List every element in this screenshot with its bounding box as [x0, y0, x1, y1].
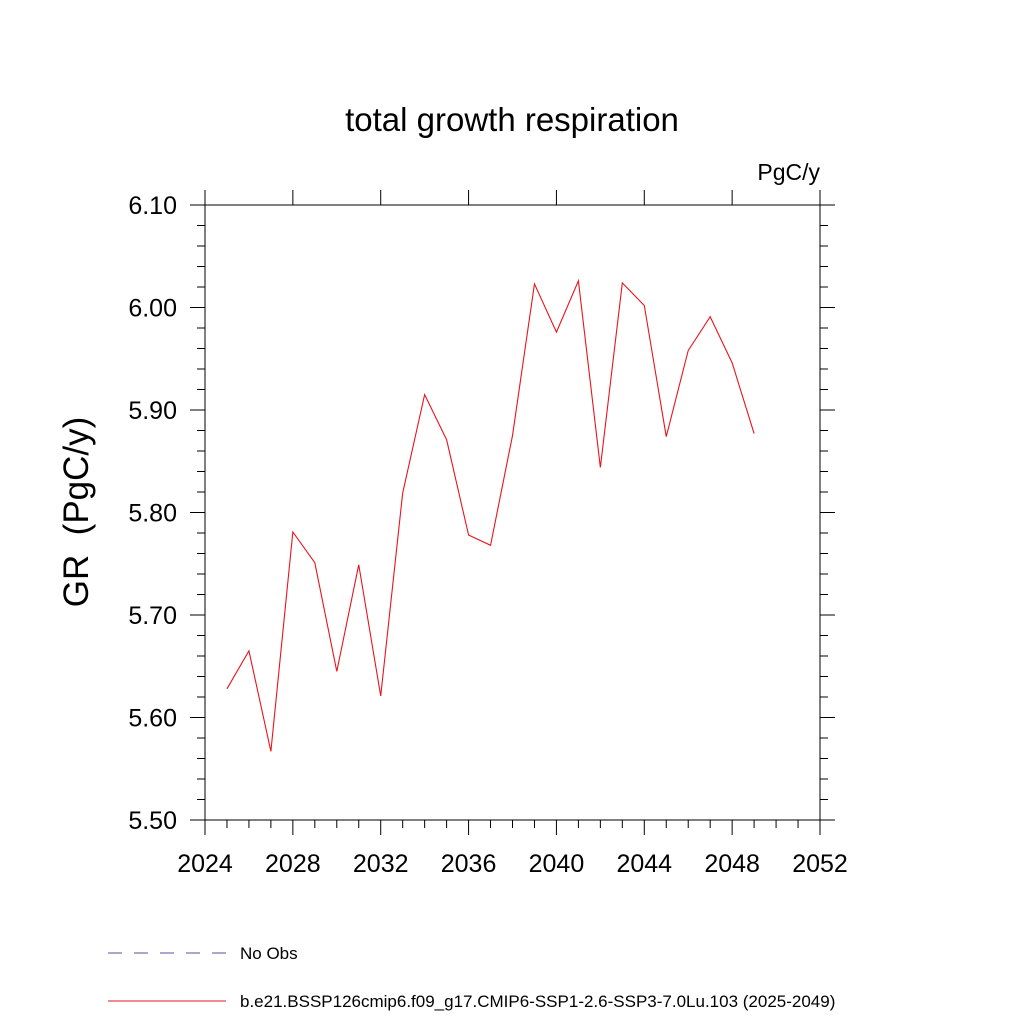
plot-frame: [204, 204, 821, 821]
axes: 2024 2028 2032 2036 2040 2044 2048 2052 5.50 5.60…: [128, 190, 848, 878]
legend: No Obs b.e21.BSSP126cmip6.f09_g17.CMIP6-S…: [108, 944, 835, 1011]
y-tick-label: 5.50: [128, 807, 177, 835]
x-tick-label: 2036: [441, 850, 497, 878]
x-tick-label: 2032: [353, 850, 409, 878]
x-tick-label: 2040: [529, 850, 585, 878]
y-axis-label: GR (PgC/y): [57, 417, 96, 608]
series-line: [226, 278, 755, 752]
y-tick-label: 6.10: [128, 192, 177, 220]
chart-title: total growth respiration: [345, 101, 679, 138]
x-tick-label: 2044: [616, 850, 672, 878]
y-tick-label: 6.00: [128, 295, 177, 323]
plot-series: [226, 278, 755, 752]
y-tick-label: 5.80: [128, 500, 177, 528]
x-tick-label: 2024: [177, 850, 233, 878]
y-tick-label: 5.60: [128, 705, 177, 733]
y-tick-label: 5.70: [128, 602, 177, 630]
y-tick-label: 5.90: [128, 397, 177, 425]
x-tick-label: 2052: [792, 850, 848, 878]
legend-label: No Obs: [240, 944, 298, 963]
x-tick-label: 2028: [265, 850, 321, 878]
x-tick-label: 2048: [704, 850, 760, 878]
legend-label: b.e21.BSSP126cmip6.f09_g17.CMIP6-SSP1-2.…: [240, 992, 835, 1011]
units-label: PgC/y: [757, 159, 820, 185]
